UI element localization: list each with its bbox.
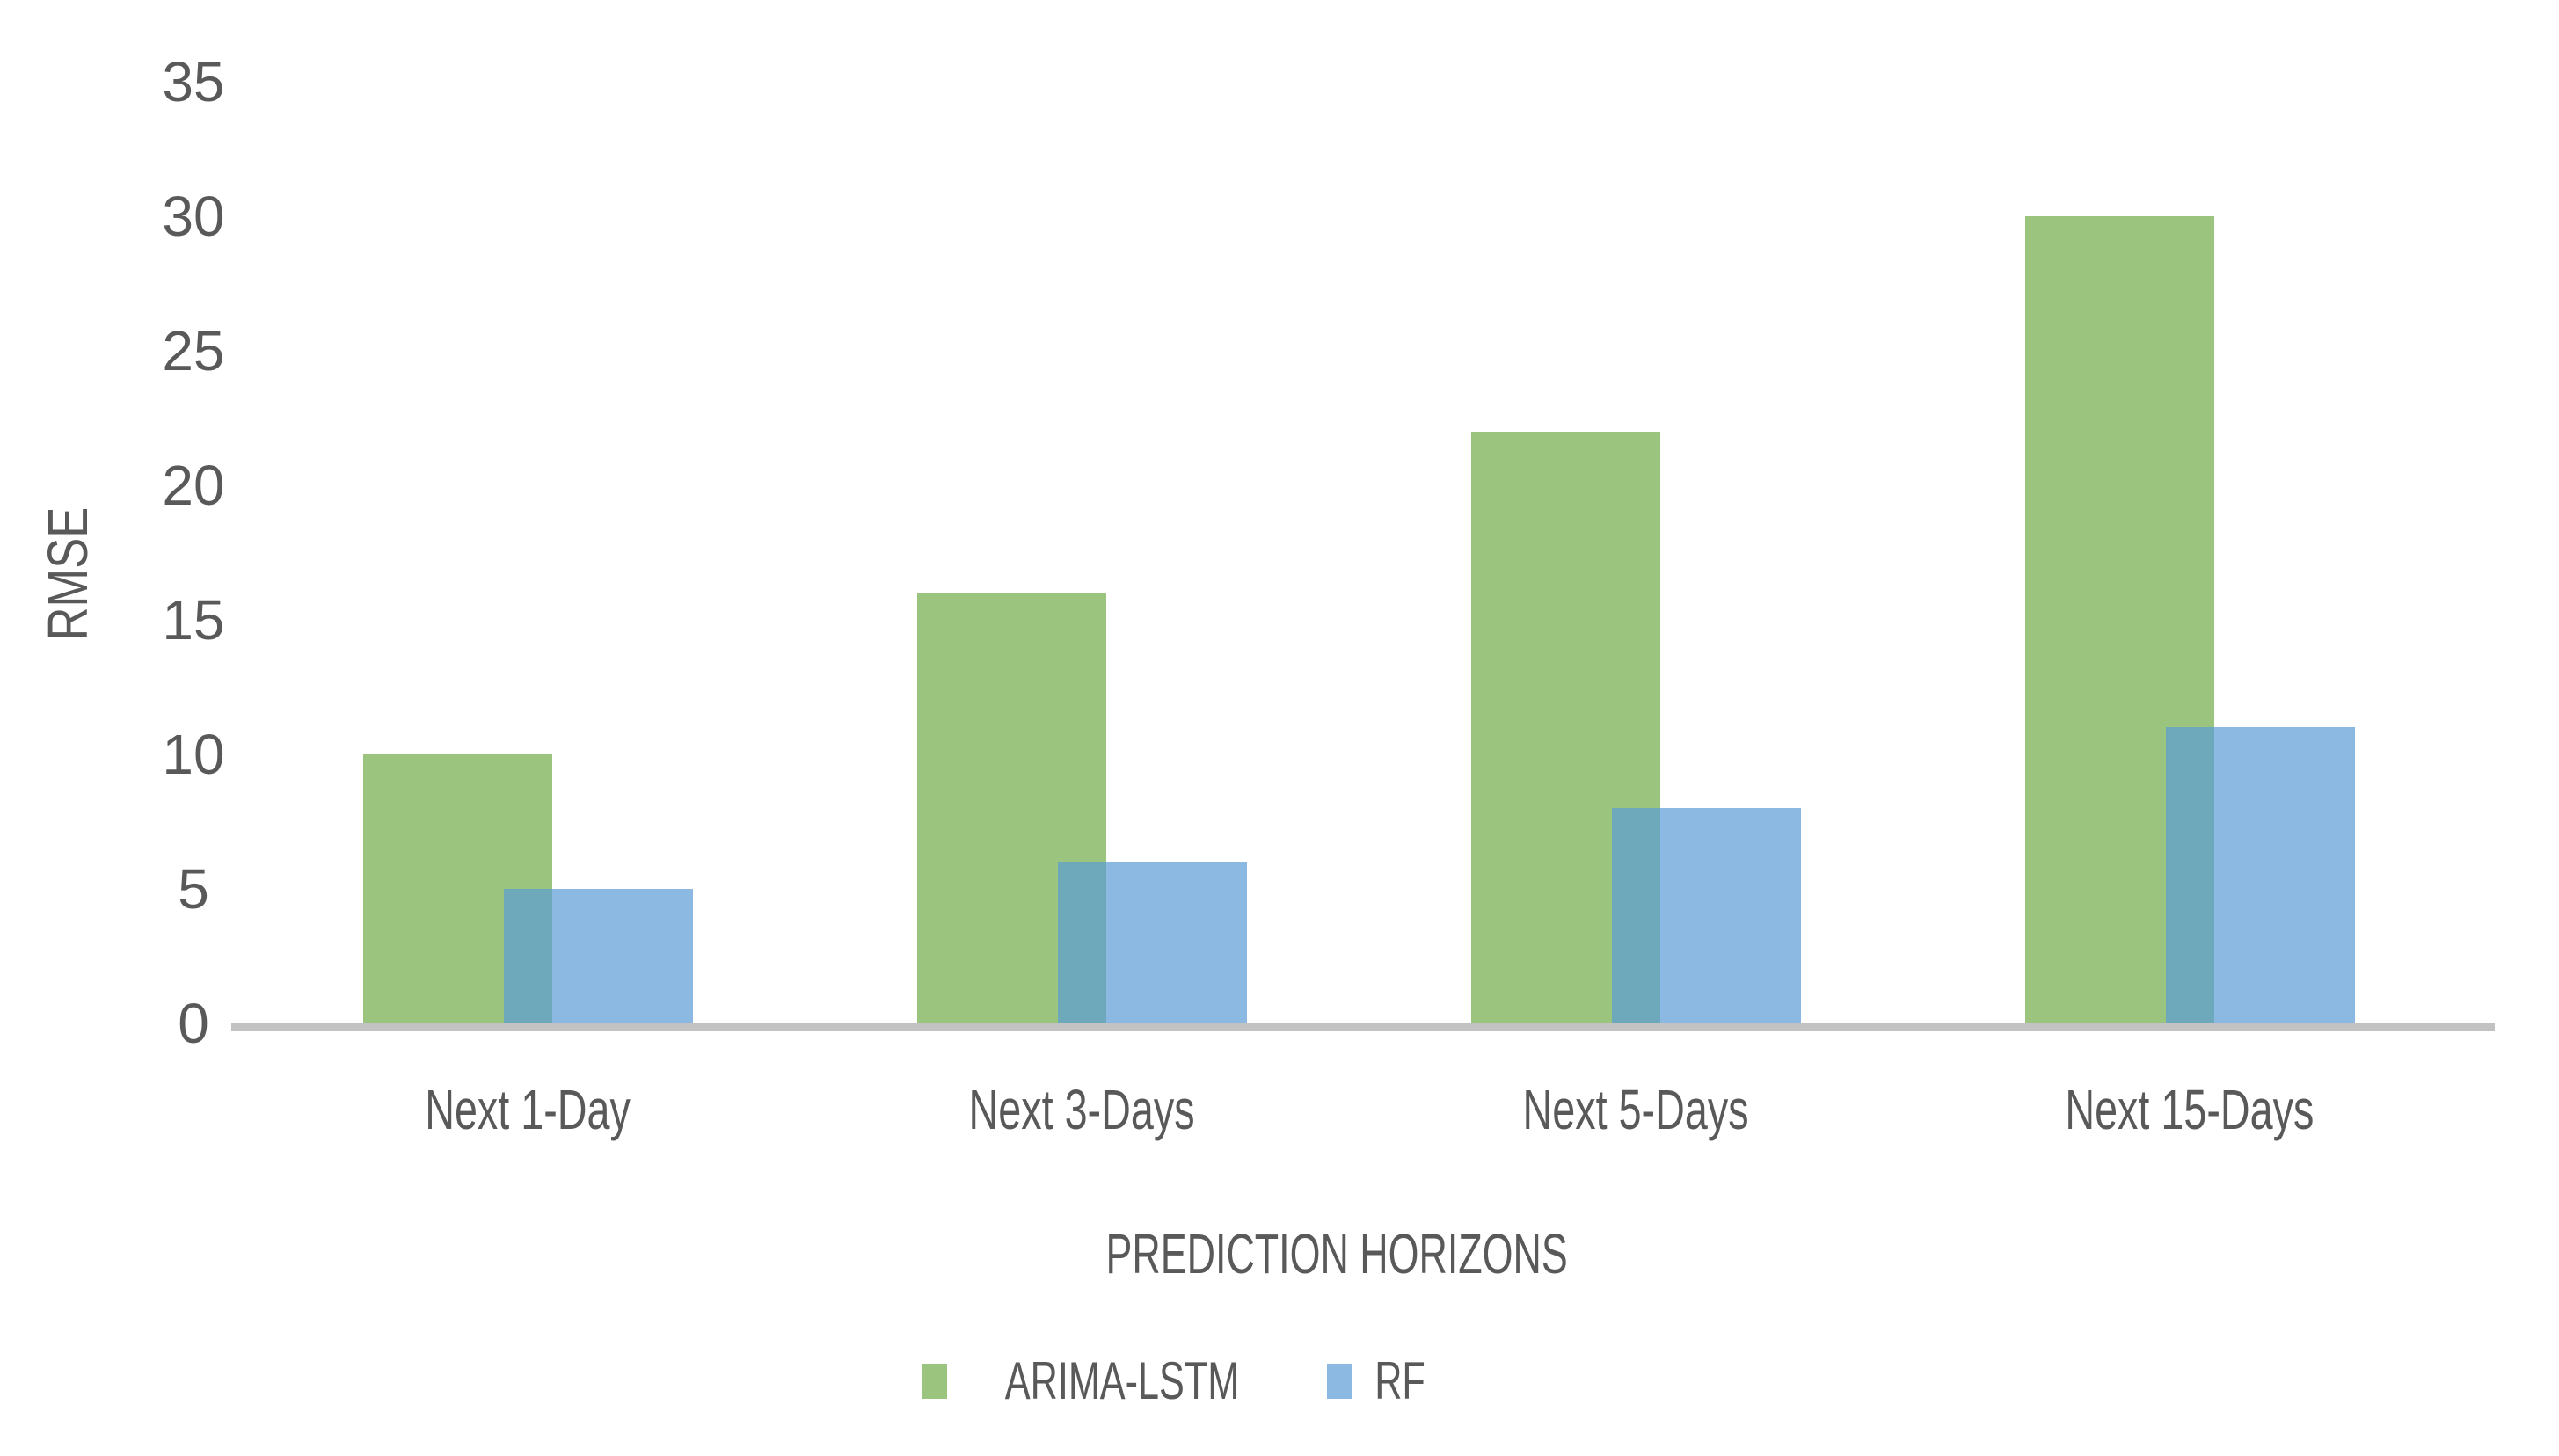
x-axis-title: PREDICTION HORIZONS xyxy=(809,1224,1864,1284)
plot-area xyxy=(231,82,2495,1023)
x-category-label-next-1-day: Next 1-Day xyxy=(255,1078,800,1141)
bar-rf-next-3-days xyxy=(1058,862,1247,1023)
x-category-label-text: Next 3-Days xyxy=(968,1078,1195,1141)
legend-label-arima-lstm: ARIMA-LSTM xyxy=(959,1355,1285,1408)
y-tick-label-0: 0 xyxy=(178,992,209,1055)
y-tick-label-15: 15 xyxy=(162,588,225,652)
legend-label-text: RF xyxy=(1374,1351,1425,1410)
legend-label-text: ARIMA-LSTM xyxy=(1004,1351,1240,1410)
legend-item-arima-lstm: ARIMA-LSTM xyxy=(921,1355,1285,1408)
y-tick-label-35: 35 xyxy=(162,50,225,113)
y-tick-label-20: 20 xyxy=(162,454,225,517)
x-category-label-text: Next 15-Days xyxy=(2065,1078,2315,1141)
bar-rf-next-15-days xyxy=(2166,727,2355,1023)
legend-swatch-arima-lstm xyxy=(921,1364,947,1399)
legend: ARIMA-LSTM RF xyxy=(0,1355,2458,1408)
y-tick-label-10: 10 xyxy=(162,723,225,786)
y-tick-label-30: 30 xyxy=(162,185,225,248)
x-category-label-text: Next 5-Days xyxy=(1522,1078,1749,1141)
x-category-label-next-15-days: Next 15-Days xyxy=(1917,1078,2462,1141)
x-category-label-next-5-days: Next 5-Days xyxy=(1363,1078,1908,1141)
x-category-label-next-3-days: Next 3-Days xyxy=(809,1078,1354,1141)
y-tick-label-5: 5 xyxy=(178,857,209,921)
x-axis-line xyxy=(231,1023,2495,1031)
legend-swatch-rf xyxy=(1327,1364,1353,1399)
legend-label-rf: RF xyxy=(1365,1355,1435,1408)
y-tick-label-25: 25 xyxy=(162,319,225,382)
bar-rf-next-5-days xyxy=(1612,808,1801,1023)
legend-item-rf: RF xyxy=(1327,1355,1435,1408)
bar-rf-next-1-day xyxy=(504,889,693,1023)
x-axis-title-text: PREDICTION HORIZONS xyxy=(1105,1222,1568,1285)
y-axis-title: RMSE xyxy=(36,398,99,750)
x-category-label-text: Next 1-Day xyxy=(425,1078,631,1141)
